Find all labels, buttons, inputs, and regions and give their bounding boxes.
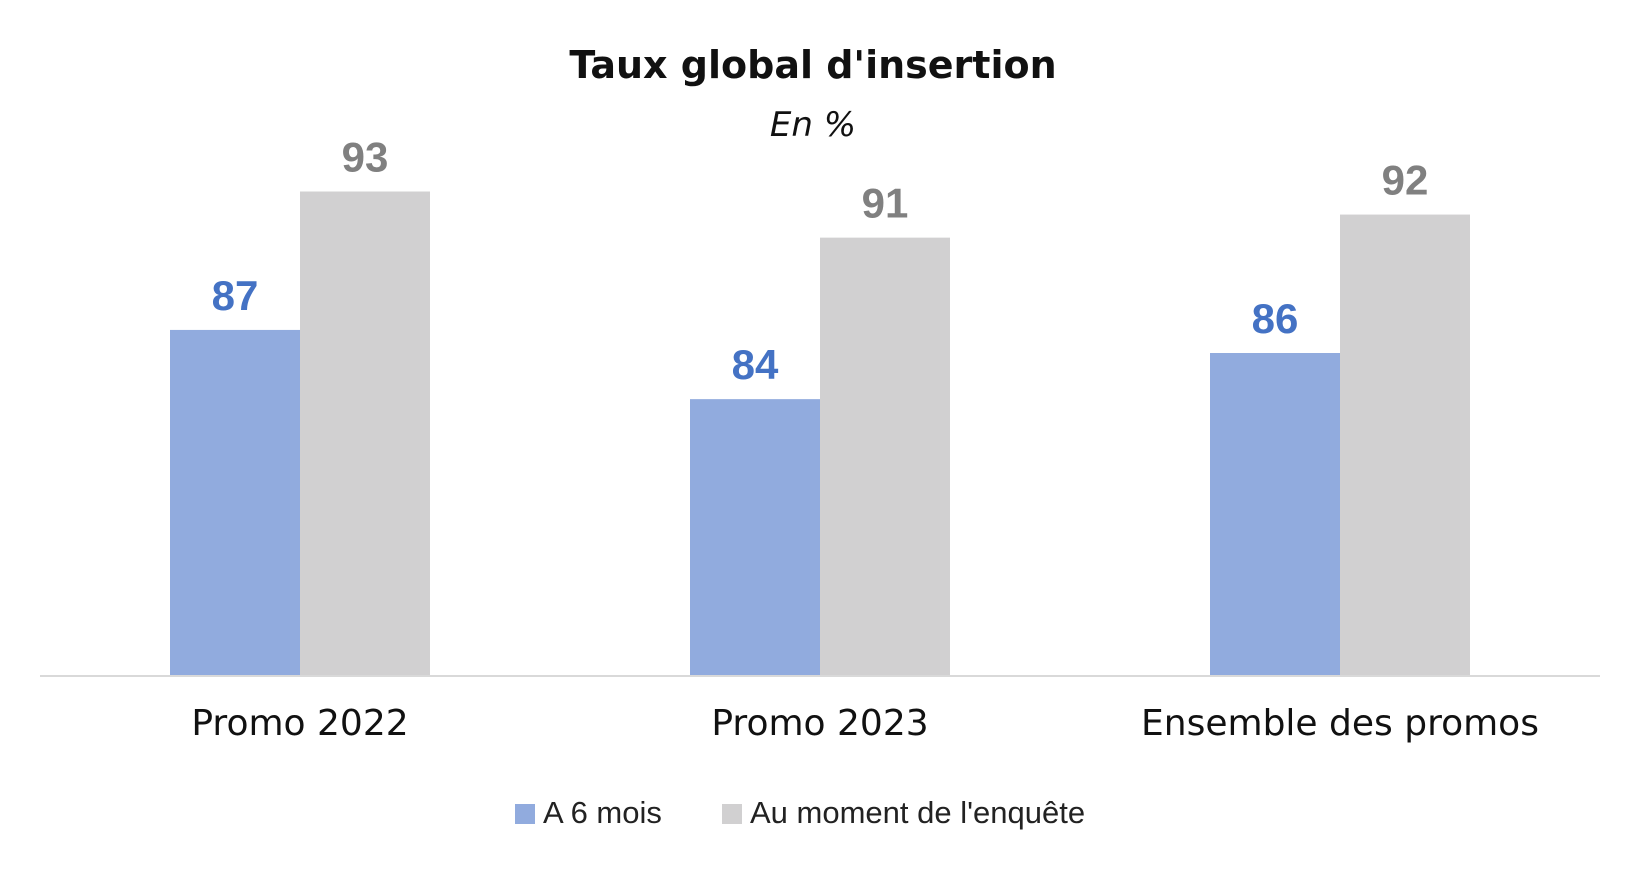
chart-title: Taux global d'insertion: [569, 43, 1056, 87]
category-label: Promo 2023: [711, 703, 928, 744]
legend-label: Au moment de l'enquête: [750, 795, 1085, 830]
bar-six-months-2: [1210, 353, 1340, 676]
bar-six-months-1: [690, 399, 820, 676]
data-label: 87: [212, 272, 259, 319]
legend-label: A 6 mois: [543, 795, 662, 830]
legend-swatch: [722, 804, 742, 824]
data-label: 91: [862, 180, 909, 227]
bar-survey-2: [1340, 214, 1470, 677]
bar-survey-0: [300, 191, 430, 676]
category-label: Ensemble des promos: [1141, 703, 1539, 744]
category-labels: Promo 2022 Promo 2023 Ensemble des promos: [191, 703, 1539, 744]
bar-survey-1: [820, 237, 950, 676]
chart-subtitle: En %: [770, 105, 856, 145]
category-label: Promo 2022: [191, 703, 408, 744]
bar-six-months-0: [170, 329, 300, 676]
data-label: 86: [1252, 295, 1299, 342]
legend: A 6 mois Au moment de l'enquête: [515, 795, 1085, 830]
data-label: 84: [732, 341, 779, 388]
bars-group: 87 93 84 91 86 92: [170, 134, 1470, 677]
data-label: 93: [342, 134, 389, 181]
legend-swatch: [515, 804, 535, 824]
data-label: 92: [1382, 157, 1429, 204]
